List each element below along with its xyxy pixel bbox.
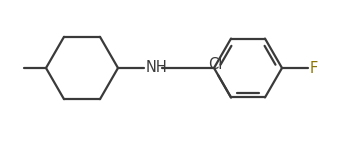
Text: F: F (310, 60, 318, 75)
Text: Cl: Cl (208, 57, 222, 72)
Text: NH: NH (146, 60, 168, 75)
